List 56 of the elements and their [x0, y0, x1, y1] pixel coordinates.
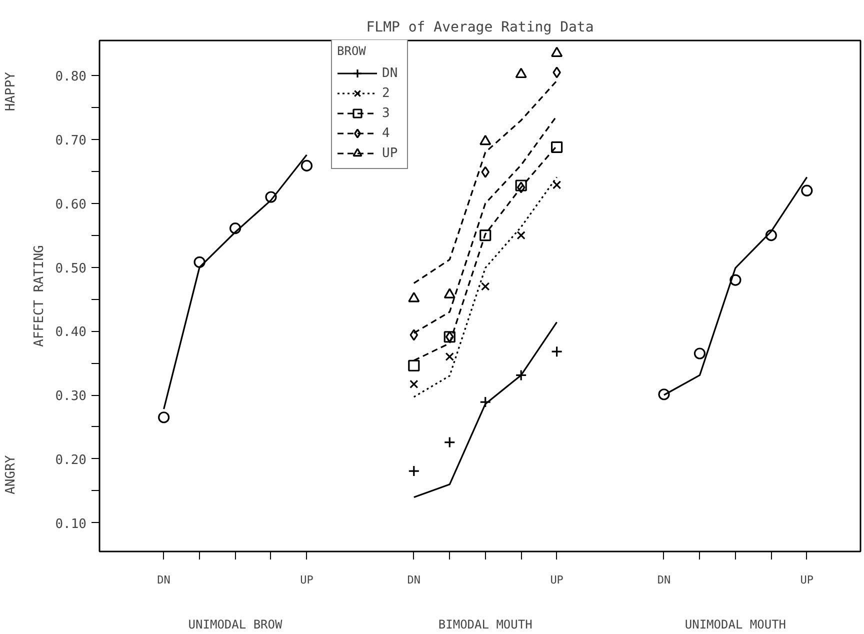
point [694, 348, 706, 360]
y-tick-label: 0.70 [55, 134, 87, 149]
legend-title: BROW [337, 44, 367, 58]
x-tick-label: DN [157, 574, 170, 586]
x-tick-label: UP [550, 574, 564, 586]
line-series [413, 176, 558, 398]
point [481, 282, 490, 291]
point [480, 230, 492, 242]
x-tick-label: DN [407, 574, 421, 586]
x-tick-label: UP [300, 574, 314, 586]
legend-label: 2 [382, 86, 391, 100]
y-tick-label: 0.30 [55, 389, 87, 404]
line-series [413, 80, 558, 284]
point [658, 388, 670, 400]
x-tick-label: UP [800, 574, 814, 586]
text: ANGRY [4, 455, 18, 494]
point [730, 274, 742, 286]
point [516, 230, 526, 240]
legend-label: 3 [382, 106, 391, 120]
point [410, 329, 418, 341]
y-tick-label: 0.50 [55, 261, 87, 276]
point [265, 191, 277, 203]
y-tick-label: 0.40 [55, 325, 87, 340]
text: BIMODAL MOUTH [438, 618, 532, 632]
chart-title: FLMP of Average Rating Data [366, 20, 594, 36]
x-tick-label: DN [657, 574, 671, 586]
point [765, 230, 777, 242]
legend-label: UP [382, 146, 399, 160]
y-tick-label: 0.10 [55, 516, 87, 532]
line-series [413, 321, 558, 498]
point [515, 68, 527, 78]
text: UNIMODAL BROW [188, 618, 283, 632]
point [300, 160, 313, 172]
point [551, 46, 563, 57]
point [229, 222, 242, 234]
point [444, 288, 456, 298]
point [408, 360, 420, 372]
point [551, 141, 563, 153]
point [552, 66, 561, 78]
legend-label: DN [382, 66, 399, 80]
point [194, 256, 206, 268]
y-axis-title: AFFECT RATING [32, 244, 48, 347]
point [801, 184, 813, 196]
text: UNIMODAL MOUTH [684, 618, 786, 632]
point [481, 166, 490, 178]
point [552, 180, 562, 190]
y-tick-label: 0.20 [55, 452, 87, 468]
y-tick-label: 0.60 [55, 197, 87, 212]
point [408, 292, 420, 302]
point [158, 412, 170, 424]
point [480, 134, 492, 146]
legend-label: 4 [382, 126, 391, 140]
y-tick-label: 0.80 [55, 70, 87, 85]
text: HAPPY [4, 72, 18, 112]
point [410, 380, 418, 388]
point [445, 352, 454, 362]
